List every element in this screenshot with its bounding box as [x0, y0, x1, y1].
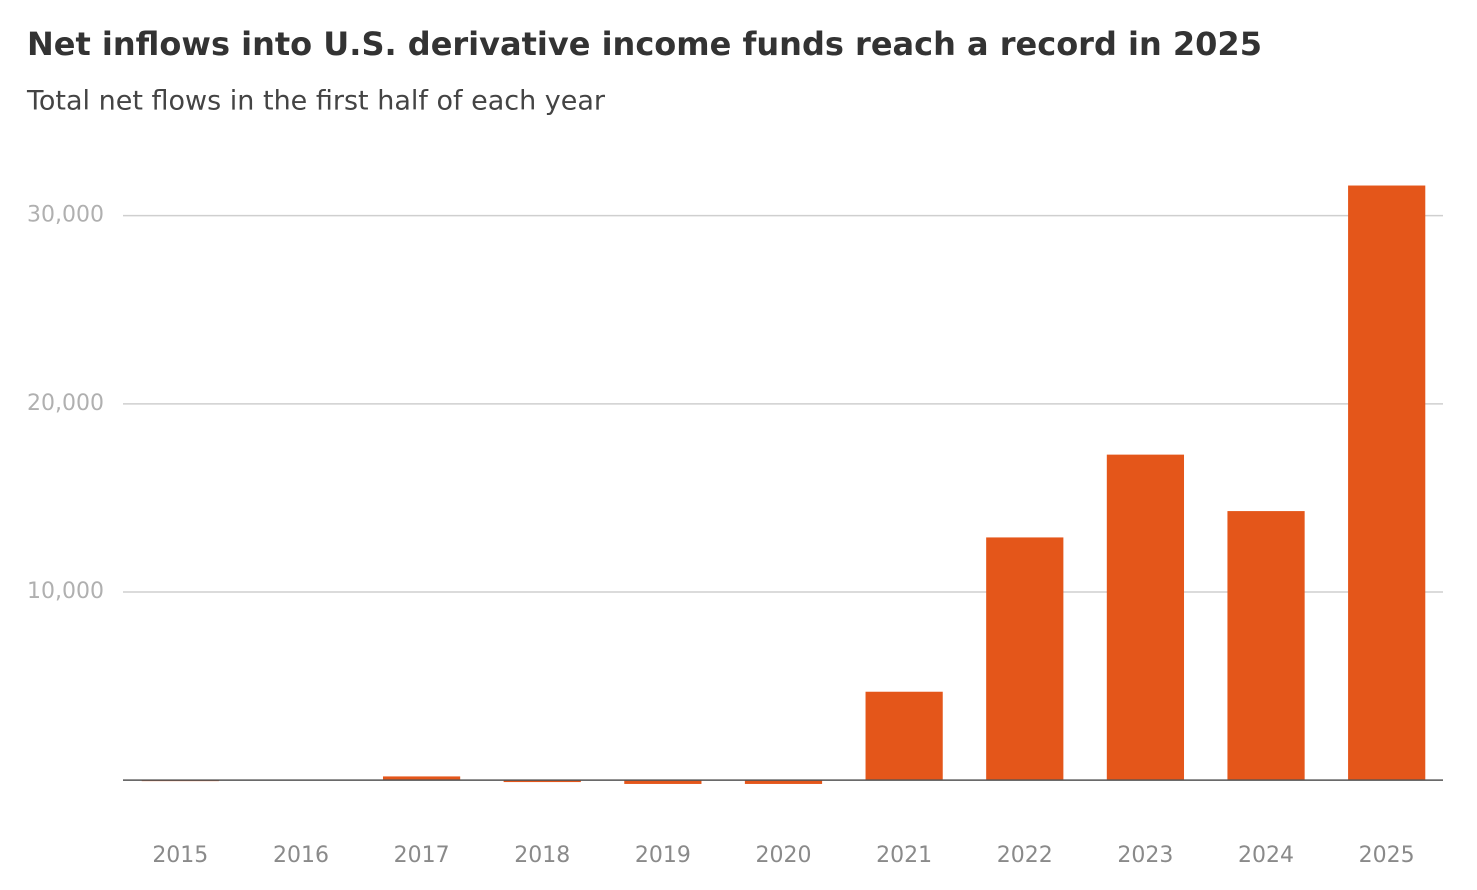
x-tick-label: 2017 — [394, 843, 450, 868]
bar — [382, 776, 461, 781]
x-tick-label: 2019 — [635, 843, 691, 868]
x-tick-label: 2022 — [997, 843, 1053, 868]
bar — [744, 780, 823, 784]
x-tick-label: 2015 — [152, 843, 208, 868]
x-tick-label: 2018 — [514, 843, 570, 868]
x-tick-label: 2023 — [1117, 843, 1173, 868]
bar — [865, 691, 943, 781]
chart-title: Net inflows into U.S. derivative income … — [27, 25, 1262, 63]
x-tick-label: 2021 — [876, 843, 932, 868]
y-tick-label: 30,000 — [27, 203, 104, 228]
bar — [624, 780, 702, 784]
chart-subtitle: Total net flows in the first half of eac… — [26, 86, 606, 117]
bar — [503, 780, 581, 783]
y-tick-label: 10,000 — [27, 579, 104, 604]
x-tick-label: 2020 — [756, 843, 812, 868]
y-tick-label: 20,000 — [27, 391, 104, 416]
x-tick-label: 2025 — [1359, 843, 1415, 868]
bar — [1348, 185, 1426, 781]
bar — [986, 537, 1064, 781]
bar — [1227, 511, 1305, 781]
x-tick-label: 2016 — [273, 843, 329, 868]
bar — [1106, 454, 1185, 781]
x-tick-label: 2024 — [1238, 843, 1294, 868]
